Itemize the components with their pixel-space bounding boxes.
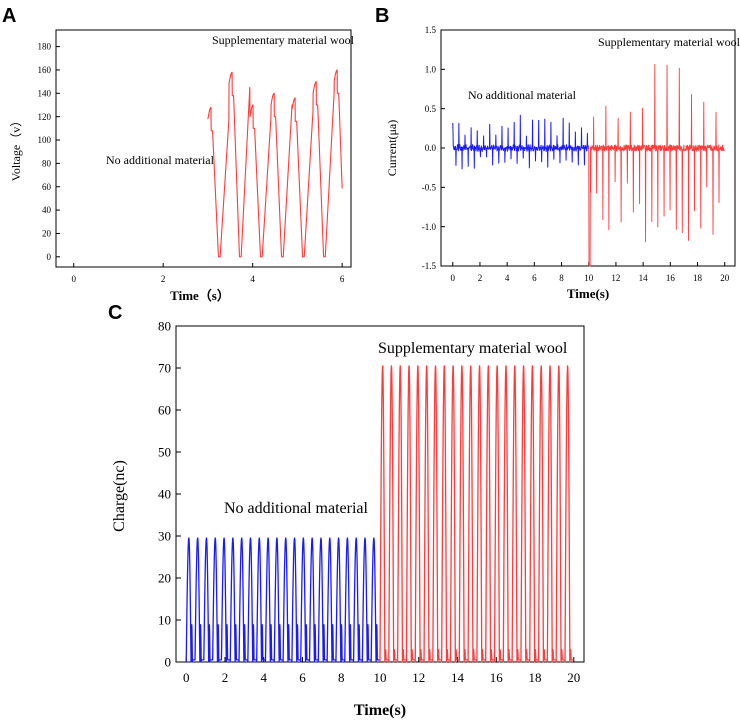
x-tick-label: 10 <box>374 670 387 685</box>
x-tick-label: 0 <box>451 273 456 283</box>
panel-b-label: B <box>375 5 389 27</box>
x-tick-label: 8 <box>559 273 564 283</box>
series-line-supplementary-material-wool <box>207 69 343 258</box>
series-line-supplementary-material-wool <box>379 365 575 663</box>
y-tick-label: 120 <box>38 112 52 122</box>
y-tick-label: 180 <box>38 42 52 52</box>
y-tick-label: 40 <box>158 487 171 502</box>
x-tick-label: 0 <box>183 670 190 685</box>
x-tick-label: 10 <box>584 273 594 283</box>
panel-c-ylabel: Charge(nc) <box>111 460 128 532</box>
y-tick-label: 80 <box>42 159 52 169</box>
y-tick-label: -0.5 <box>422 182 437 192</box>
x-tick-label: 16 <box>666 273 676 283</box>
panel-b-annotation-no-material: No additional material <box>468 88 577 102</box>
y-tick-label: 0.5 <box>425 104 437 114</box>
y-tick-label: 140 <box>38 88 52 98</box>
x-tick-label: 6 <box>532 273 537 283</box>
y-tick-label: 100 <box>38 135 52 145</box>
x-tick-label: 16 <box>490 670 504 685</box>
x-tick-label: 14 <box>451 670 465 685</box>
x-tick-label: 18 <box>529 670 542 685</box>
y-tick-label: 40 <box>42 205 52 215</box>
y-tick-label: 0.0 <box>425 143 437 153</box>
y-tick-label: 1.5 <box>425 25 437 35</box>
x-tick-label: 12 <box>412 670 425 685</box>
panel-c-label: C <box>108 302 122 324</box>
panel-b-xlabel: Time(s) <box>567 286 609 301</box>
panel-a-ylabel: Voltage（v） <box>9 115 23 181</box>
y-tick-label: 80 <box>158 319 171 334</box>
y-tick-label: 10 <box>158 613 171 628</box>
y-tick-label: 160 <box>38 65 52 75</box>
series-line-no-additional-material <box>185 537 381 663</box>
y-tick-label: -1.5 <box>422 261 437 271</box>
panel-c-xlabel: Time(s) <box>354 702 406 719</box>
x-tick-label: 12 <box>611 273 620 283</box>
panel-a-xlabel: Time（s） <box>170 288 230 303</box>
y-tick-label: 0 <box>165 655 172 670</box>
x-tick-label: 4 <box>505 273 510 283</box>
x-tick-label: 20 <box>720 273 730 283</box>
y-tick-label: 1.0 <box>425 64 437 74</box>
x-tick-label: 6 <box>299 670 306 685</box>
y-tick-label: 70 <box>158 361 171 376</box>
panel-a-frame <box>55 29 352 268</box>
y-tick-label: 30 <box>158 529 171 544</box>
panel-a-annotation-wool: Supplementary material wool <box>212 33 355 47</box>
x-tick-label: 2 <box>222 670 229 685</box>
x-tick-label: 18 <box>693 273 703 283</box>
panel-a-annotation-no-material: No additional material <box>106 153 215 167</box>
x-tick-label: 6 <box>340 274 345 284</box>
y-tick-label: 20 <box>42 229 52 239</box>
panel-b-annotation-wool: Supplementary material wool <box>598 35 740 49</box>
panel-c-annotation-wool: Supplementary material wool <box>378 340 568 357</box>
y-tick-label: -1.0 <box>422 222 437 232</box>
series-line-no-additional-material <box>452 114 590 170</box>
panel-a-label: A <box>2 5 16 27</box>
x-tick-label: 0 <box>71 274 76 284</box>
x-tick-label: 4 <box>250 274 255 284</box>
x-tick-label: 2 <box>478 273 483 283</box>
y-tick-label: 60 <box>42 182 52 192</box>
panel-b: B -1.5 -1.0 -0.5 0.0 0.5 1.0 1.5 0 2 4 6 8 10 12 14 16… <box>375 5 740 301</box>
y-tick-label: 20 <box>158 571 171 586</box>
y-tick-label: 0 <box>47 252 52 262</box>
x-tick-label: 8 <box>338 670 345 685</box>
panel-b-ylabel: Current(μa) <box>385 120 399 176</box>
y-tick-label: 60 <box>158 403 171 418</box>
y-tick-label: 50 <box>158 445 171 460</box>
x-tick-label: 2 <box>161 274 166 284</box>
x-tick-label: 4 <box>260 670 267 685</box>
panel-a: A 0 20 40 60 80 100 120 140 160 180 0 2 4 6 No addit… <box>2 5 355 303</box>
x-tick-label: 20 <box>567 670 580 685</box>
panel-c-annotation-no-material: No additional material <box>224 500 369 517</box>
series-line-supplementary-material-wool <box>588 64 725 267</box>
x-tick-label: 14 <box>639 273 649 283</box>
panel-c: C 0 10 20 30 40 50 60 70 80 0 2 4 6 8 10 12 14 16 18 20 No… <box>108 302 585 719</box>
